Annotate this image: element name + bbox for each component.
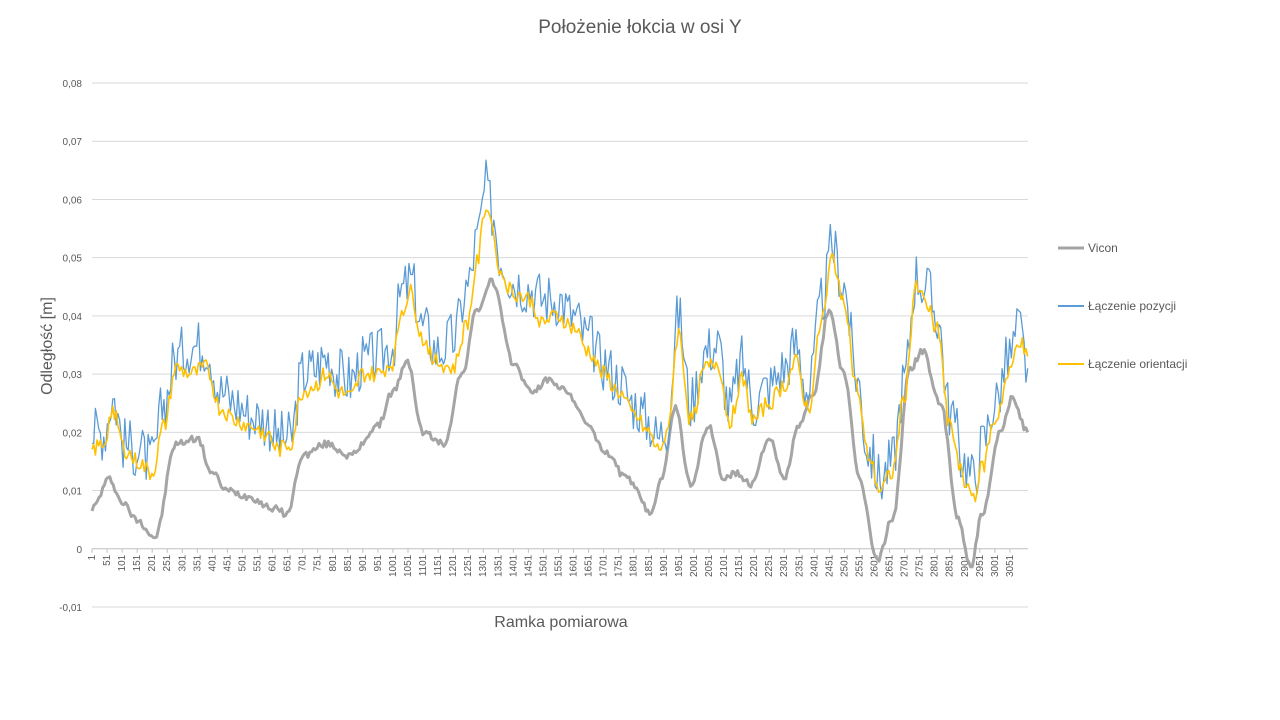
x-tick-label: 2351 [794,554,805,577]
series-lines [90,159,1030,569]
x-tick-label: 201 [147,554,158,571]
x-tick-label: 2951 [975,554,986,577]
series-line-vicon [90,277,1030,569]
x-axis-ticks: 1 51 101 151 201 251 301 351 401 451 501 551 601 651 7… [87,548,1016,577]
x-tick-label: 301 [177,554,188,571]
x-tick-label: 2401 [809,554,820,577]
x-tick-label: 1251 [463,554,474,577]
x-tick-label: 101 [117,554,128,571]
legend-label: Vicon [1088,241,1118,255]
x-tick-label: 2901 [960,554,971,577]
x-tick-label: 351 [192,554,203,571]
x-tick-label: 1451 [523,554,534,577]
x-tick-label: 801 [328,554,339,571]
x-tick-label: 1651 [584,554,595,577]
x-tick-label: 3051 [1005,554,1016,577]
x-tick-label: 851 [343,554,354,571]
x-tick-label: 1 [87,554,98,560]
x-tick-label: 2751 [915,554,926,577]
x-tick-label: 951 [373,554,384,571]
legend-label: Łączenie pozycji [1088,299,1176,313]
x-tick-label: 2601 [870,554,881,577]
x-tick-label: 2701 [900,554,911,577]
series-line-laczenie-orientacji [91,209,1029,503]
y-tick-label: 0,02 [63,428,83,439]
x-tick-label: 1501 [538,554,549,577]
series-line-laczenie-pozycji [91,159,1029,500]
x-tick-label: 701 [298,554,309,571]
x-tick-label: 1201 [448,554,459,577]
x-tick-label: 1801 [629,554,640,577]
x-tick-label: 2451 [824,554,835,577]
legend-label: Łączenie orientacji [1088,357,1187,371]
x-tick-label: 2651 [885,554,896,577]
y-axis-ticks: -0,01 0 0,01 0,02 0,03 0,04 0,05 0,06 0,07 0,08 [59,79,82,614]
x-tick-label: 401 [207,554,218,571]
x-tick-label: 751 [313,554,324,571]
x-tick-label: 2851 [945,554,956,577]
legend: Vicon Łączenie pozycji Łączenie orientacji [1058,241,1187,371]
y-tick-label: 0,04 [63,312,83,323]
x-tick-label: 651 [283,554,294,571]
x-tick-label: 2301 [779,554,790,577]
y-tick-label: 0,05 [63,254,83,265]
x-tick-label: 2551 [854,554,865,577]
y-tick-label: 0,03 [63,370,83,381]
x-tick-label: 601 [268,554,279,571]
x-tick-label: 2251 [764,554,775,577]
x-tick-label: 2001 [689,554,700,577]
y-tick-label: -0,01 [59,603,82,614]
x-tick-label: 1601 [569,554,580,577]
y-tick-label: 0,08 [63,79,83,90]
x-tick-label: 2051 [704,554,715,577]
y-tick-label: 0,06 [63,195,83,206]
y-tick-label: 0,01 [63,487,83,498]
x-tick-label: 2801 [930,554,941,577]
x-tick-label: 901 [358,554,369,571]
x-tick-label: 1901 [659,554,670,577]
x-axis-label: Ramka pomiarowa [494,614,627,631]
x-tick-label: 1151 [433,554,444,576]
chart-title: Położenie łokcia w osi Y [538,17,742,38]
x-tick-label: 3001 [990,554,1001,577]
x-tick-label: 2151 [734,554,745,577]
x-tick-label: 1351 [493,554,504,577]
x-tick-label: 1551 [553,554,564,577]
x-tick-label: 151 [132,554,143,571]
x-tick-label: 1401 [508,554,519,577]
x-tick-label: 451 [222,554,233,571]
y-axis-label: Odległość [m] [39,297,56,395]
x-tick-label: 501 [237,554,248,571]
x-tick-label: 1051 [403,554,414,577]
y-tick-label: 0,07 [63,137,83,148]
gridlines [92,82,1028,608]
x-tick-label: 251 [162,554,173,571]
x-tick-label: 551 [253,554,264,571]
y-tick-label: 0 [76,545,82,556]
x-tick-label: 1001 [388,554,399,577]
x-tick-label: 1301 [478,554,489,577]
x-tick-label: 1951 [674,554,685,577]
x-tick-label: 1701 [599,554,610,577]
x-tick-label: 1851 [644,554,655,577]
x-tick-label: 51 [102,554,113,566]
x-tick-label: 2501 [839,554,850,577]
x-tick-label: 1751 [614,554,625,577]
x-tick-label: 2201 [749,554,760,577]
x-tick-label: 1101 [418,554,429,576]
x-tick-label: 2101 [719,554,730,577]
